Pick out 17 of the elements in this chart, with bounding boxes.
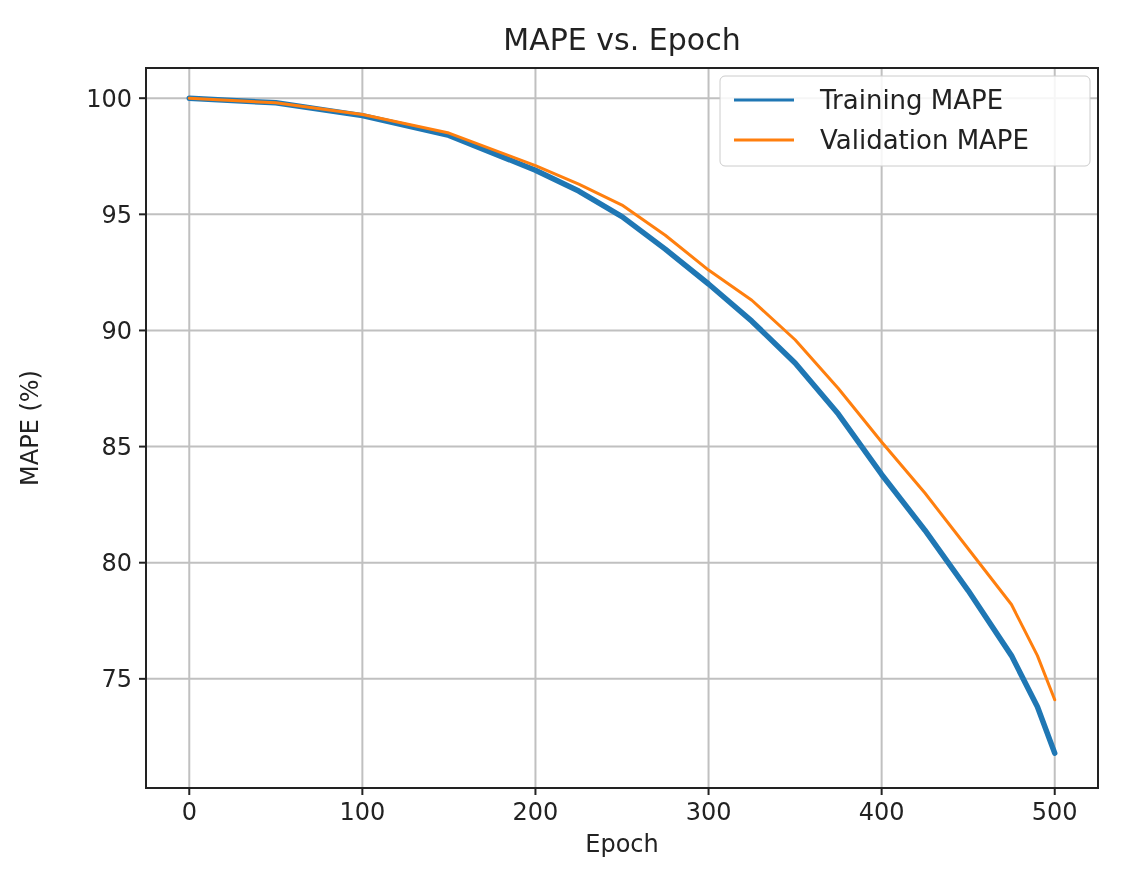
- legend-label: Validation MAPE: [820, 125, 1029, 156]
- y-tick-label: 100: [86, 84, 132, 113]
- y-tick-label: 90: [101, 316, 132, 345]
- x-tick-label: 400: [858, 798, 905, 826]
- x-tick-label: 100: [339, 798, 386, 826]
- x-tick-label: 0: [181, 798, 197, 826]
- y-tick-label: 85: [101, 432, 132, 461]
- y-tick-label: 80: [101, 549, 132, 578]
- y-tick-label: 75: [101, 665, 132, 694]
- y-tick-label: 95: [101, 200, 132, 229]
- x-tick-label: 300: [685, 798, 732, 826]
- y-axis-title: MAPE (%): [16, 370, 44, 486]
- x-axis-title: Epoch: [585, 830, 659, 858]
- x-tick-label: 500: [1031, 798, 1078, 826]
- x-tick-label: 200: [512, 798, 559, 826]
- chart-title: MAPE vs. Epoch: [503, 22, 741, 57]
- legend-label: Training MAPE: [819, 85, 1004, 116]
